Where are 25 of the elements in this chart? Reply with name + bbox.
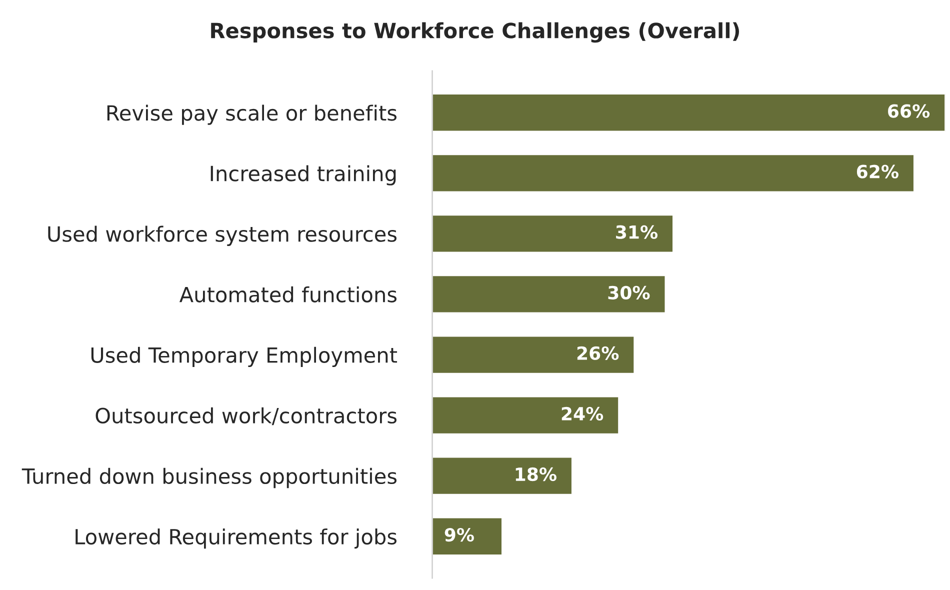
data-label: 31% (616, 225, 658, 239)
y-tick-label: Used Temporary Employment (91, 346, 398, 368)
y-tick-label: Turned down business opportunities (22, 468, 397, 488)
data-label: 66% (888, 104, 930, 118)
data-label: 24% (562, 406, 604, 421)
chart-title: Responses to Workforce Challenges (Overall) (211, 22, 739, 43)
bar (432, 274, 666, 314)
bar (432, 516, 503, 556)
y-tick-label: Lowered Requirements for jobs (76, 528, 397, 549)
bar (432, 93, 946, 132)
data-label: 30% (608, 286, 650, 300)
bar (432, 456, 573, 496)
bar (432, 214, 674, 254)
y-tick-label: Revise pay scale or benefits (107, 104, 397, 125)
data-label: 18% (516, 467, 556, 482)
y-tick-label: Automated functions (179, 286, 397, 302)
bar (432, 335, 636, 374)
y-tick-label: Increased training (210, 165, 396, 186)
data-label: 9% (444, 528, 474, 542)
y-tick-label: Outsourced work/contractors (96, 407, 397, 426)
y-tick-label: Used workforce system resources (48, 226, 397, 246)
bar (432, 396, 620, 435)
bar (432, 154, 915, 193)
data-label: 26% (577, 346, 619, 360)
data-label: 62% (856, 164, 898, 178)
